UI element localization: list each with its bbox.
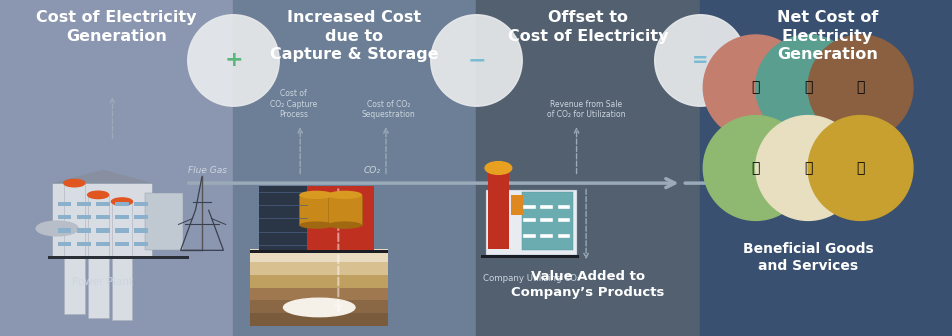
Bar: [249, 288, 387, 300]
Bar: [249, 313, 387, 326]
Bar: [540, 234, 552, 238]
Bar: [259, 186, 307, 250]
Bar: [115, 202, 129, 206]
Bar: [58, 242, 71, 246]
Bar: [249, 249, 387, 262]
Bar: [134, 228, 148, 233]
Ellipse shape: [327, 221, 362, 229]
Bar: [523, 234, 535, 238]
Ellipse shape: [654, 15, 745, 106]
Bar: [77, 215, 90, 219]
Ellipse shape: [299, 221, 333, 229]
Text: Value Added to
Company’s Products: Value Added to Company’s Products: [511, 270, 664, 299]
Bar: [523, 205, 535, 209]
Bar: [96, 215, 109, 219]
Bar: [77, 242, 90, 246]
Bar: [145, 193, 183, 250]
Bar: [700, 0, 952, 336]
Text: Cost of CO₂
Sequestration: Cost of CO₂ Sequestration: [362, 100, 415, 119]
Bar: [249, 262, 387, 275]
Bar: [510, 195, 523, 215]
Bar: [540, 205, 552, 209]
Text: Increased Cost
due to
Capture & Storage: Increased Cost due to Capture & Storage: [270, 10, 438, 62]
Bar: [52, 183, 152, 257]
Bar: [115, 242, 129, 246]
Text: Cost of
CO₂ Capture
Process: Cost of CO₂ Capture Process: [269, 89, 317, 119]
Circle shape: [111, 198, 132, 205]
Bar: [96, 242, 109, 246]
Text: =: =: [691, 51, 708, 70]
Bar: [557, 218, 569, 222]
Ellipse shape: [703, 116, 807, 220]
Text: Flue Gas: Flue Gas: [188, 166, 227, 175]
Bar: [115, 228, 129, 233]
Bar: [58, 215, 71, 219]
Circle shape: [36, 221, 78, 236]
Ellipse shape: [755, 116, 860, 220]
Bar: [476, 0, 700, 336]
Polygon shape: [52, 170, 152, 183]
Bar: [64, 183, 85, 314]
Bar: [523, 218, 535, 222]
Text: −: −: [466, 50, 486, 71]
Bar: [134, 242, 148, 246]
Bar: [96, 202, 109, 206]
Text: Revenue from Sale
of CO₂ for Utilization: Revenue from Sale of CO₂ for Utilization: [546, 100, 625, 119]
Text: 🌱: 🌱: [751, 161, 759, 175]
Bar: [77, 228, 90, 233]
Bar: [0, 0, 233, 336]
Circle shape: [88, 191, 109, 199]
Text: Offset to
Cost of Electricity: Offset to Cost of Electricity: [507, 10, 667, 44]
Text: Beneficial Goods
and Services: Beneficial Goods and Services: [742, 242, 873, 273]
Text: CO₂: CO₂: [363, 166, 380, 175]
Ellipse shape: [188, 15, 279, 106]
Text: Power Plant: Power Plant: [72, 277, 133, 287]
Bar: [134, 202, 148, 206]
Bar: [96, 228, 109, 233]
Ellipse shape: [299, 191, 333, 199]
Bar: [249, 275, 387, 288]
Ellipse shape: [755, 35, 860, 140]
Bar: [249, 300, 387, 313]
Ellipse shape: [430, 15, 522, 106]
Ellipse shape: [284, 298, 354, 317]
Bar: [233, 0, 476, 336]
Bar: [58, 228, 71, 233]
Bar: [487, 170, 508, 249]
Bar: [249, 250, 387, 253]
Bar: [557, 234, 569, 238]
Text: Net Cost of
Electricity
Generation: Net Cost of Electricity Generation: [776, 10, 877, 62]
Ellipse shape: [485, 162, 511, 174]
Text: 🧪: 🧪: [803, 80, 811, 94]
Circle shape: [64, 179, 85, 187]
Bar: [134, 215, 148, 219]
Bar: [115, 215, 129, 219]
Bar: [327, 195, 362, 225]
Bar: [77, 202, 90, 206]
Bar: [88, 195, 109, 318]
Bar: [481, 255, 579, 258]
Text: 🌾: 🌾: [856, 80, 863, 94]
Bar: [557, 205, 569, 209]
Text: Company Utilizing CO₂: Company Utilizing CO₂: [483, 274, 580, 283]
Bar: [58, 202, 71, 206]
Text: ⛽: ⛽: [751, 80, 759, 94]
Ellipse shape: [807, 116, 912, 220]
Bar: [48, 256, 188, 259]
Bar: [111, 202, 132, 320]
Bar: [299, 195, 333, 225]
Text: 🚛: 🚛: [856, 161, 863, 175]
Bar: [522, 192, 572, 250]
Text: +: +: [224, 50, 243, 71]
Ellipse shape: [703, 35, 807, 140]
Bar: [259, 186, 373, 250]
Ellipse shape: [807, 35, 912, 140]
Text: Cost of Electricity
Generation: Cost of Electricity Generation: [36, 10, 196, 44]
Ellipse shape: [327, 191, 362, 199]
Bar: [486, 190, 576, 255]
Bar: [540, 218, 552, 222]
Text: 🧱: 🧱: [803, 161, 811, 175]
